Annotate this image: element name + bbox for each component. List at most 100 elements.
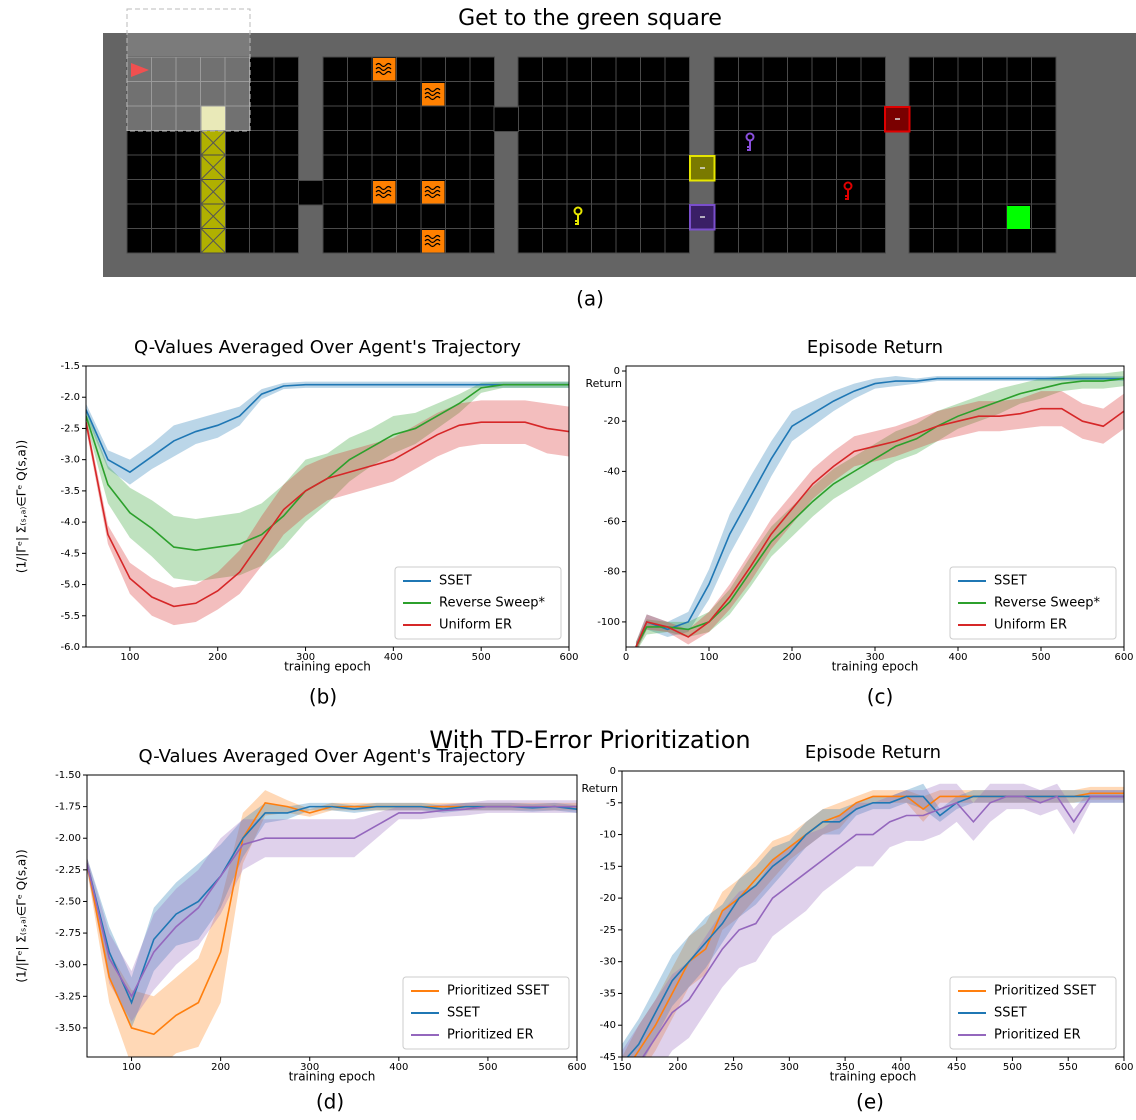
floor-cell bbox=[836, 130, 862, 156]
floor-cell bbox=[1031, 105, 1057, 131]
floor-cell bbox=[322, 179, 348, 205]
y-tick-label: -80 bbox=[604, 567, 620, 578]
floor-cell bbox=[517, 228, 543, 254]
floor-cell bbox=[322, 203, 348, 229]
y-tick-label: -3.00 bbox=[55, 960, 81, 971]
floor-cell bbox=[371, 154, 397, 180]
floor-cell bbox=[615, 130, 641, 156]
floor-cell bbox=[445, 179, 471, 205]
floor-cell bbox=[224, 81, 250, 107]
floor-cell bbox=[908, 105, 934, 131]
floor-cell bbox=[811, 154, 837, 180]
floor-cell bbox=[1006, 179, 1032, 205]
floor-cell bbox=[322, 56, 348, 82]
floor-cell bbox=[664, 105, 690, 131]
floor-cell bbox=[836, 81, 862, 107]
floor-cell bbox=[591, 179, 617, 205]
floor-cell bbox=[420, 56, 446, 82]
floor-cell bbox=[469, 130, 495, 156]
y-tick-label: -15 bbox=[600, 861, 616, 872]
floor-cell bbox=[591, 130, 617, 156]
floor-cell bbox=[566, 154, 592, 180]
floor-cell bbox=[249, 154, 275, 180]
floor-cell bbox=[908, 130, 934, 156]
floor-cell bbox=[957, 154, 983, 180]
plot-area bbox=[86, 381, 569, 626]
floor-cell bbox=[566, 130, 592, 156]
floor-cell bbox=[224, 130, 250, 156]
floor-cell bbox=[982, 154, 1008, 180]
floor-cell bbox=[811, 56, 837, 82]
floor-cell bbox=[175, 154, 201, 180]
y-tick-label: -6.0 bbox=[60, 642, 80, 653]
floor-cell bbox=[371, 105, 397, 131]
y-tick-label: -35 bbox=[600, 988, 616, 999]
door-yellow bbox=[689, 155, 716, 182]
floor-cell bbox=[811, 203, 837, 229]
floor-cell bbox=[445, 56, 471, 82]
error-band bbox=[87, 800, 577, 1022]
y-axis-label: (1/|Γᵉ| Σ₍ₛ,ₐ₎∈Γᵉ Q(s,a)) bbox=[15, 849, 29, 982]
floor-cell bbox=[469, 105, 495, 131]
legend-label: Prioritized SSET bbox=[994, 984, 1096, 999]
floor-cell bbox=[396, 81, 422, 107]
floor-cell bbox=[738, 56, 764, 82]
axes-frame bbox=[621, 770, 1125, 1058]
x-tick-label: 550 bbox=[1059, 1062, 1078, 1073]
floor-cell bbox=[175, 228, 201, 254]
floor-cell bbox=[640, 105, 666, 131]
floor-cell bbox=[762, 179, 788, 205]
floor-cell bbox=[249, 203, 275, 229]
floor-cell bbox=[762, 130, 788, 156]
floor-cell bbox=[249, 56, 275, 82]
y-tick-label: -3.50 bbox=[55, 1023, 81, 1034]
floor-cell bbox=[469, 154, 495, 180]
floor-cell bbox=[273, 228, 299, 254]
floor-cell bbox=[249, 81, 275, 107]
floor-cell bbox=[396, 179, 422, 205]
floor-cell bbox=[224, 179, 250, 205]
view-overlay bbox=[127, 57, 250, 131]
floor-cell bbox=[591, 56, 617, 82]
floor-cell bbox=[811, 105, 837, 131]
floor-cell bbox=[860, 203, 886, 229]
floor-cell bbox=[517, 56, 543, 82]
floor-cell bbox=[420, 154, 446, 180]
floor-cell bbox=[1006, 154, 1032, 180]
floor-cell bbox=[224, 154, 250, 180]
x-tick-label: 400 bbox=[948, 652, 967, 663]
x-tick-label: 200 bbox=[208, 652, 227, 663]
floor-cell bbox=[126, 228, 152, 254]
floor-cell bbox=[542, 81, 568, 107]
floor-cell bbox=[615, 203, 641, 229]
floor-cell bbox=[860, 81, 886, 107]
y-tick-label: -3.5 bbox=[60, 486, 80, 497]
floor-cell bbox=[860, 56, 886, 82]
floor-cell bbox=[542, 203, 568, 229]
wave bbox=[375, 193, 392, 199]
y-tick-label: -100 bbox=[597, 617, 620, 628]
floor-cell bbox=[151, 105, 177, 131]
floor-cell bbox=[566, 179, 592, 205]
floor-cell bbox=[396, 203, 422, 229]
y-tick-label: -40 bbox=[604, 466, 620, 477]
legend-label: SSET bbox=[439, 574, 472, 589]
chart-caption: (d) bbox=[316, 1090, 344, 1114]
legend-box bbox=[949, 566, 1117, 640]
floor-cell bbox=[933, 130, 959, 156]
wave bbox=[424, 234, 441, 240]
floor-cell bbox=[469, 228, 495, 254]
floor-cell bbox=[957, 228, 983, 254]
floor-cell bbox=[860, 105, 886, 131]
x-tick-label: 100 bbox=[122, 1062, 141, 1073]
x-axis-label: training epoch bbox=[284, 660, 371, 674]
floor-cell bbox=[908, 81, 934, 107]
floor-cell bbox=[787, 179, 813, 205]
floor-cell bbox=[445, 154, 471, 180]
x-tick-label: 600 bbox=[567, 1062, 586, 1073]
x-axis-label: training epoch bbox=[832, 660, 919, 674]
floor-cell bbox=[249, 105, 275, 131]
legend-box bbox=[949, 976, 1117, 1050]
key-shaft bbox=[575, 215, 579, 225]
